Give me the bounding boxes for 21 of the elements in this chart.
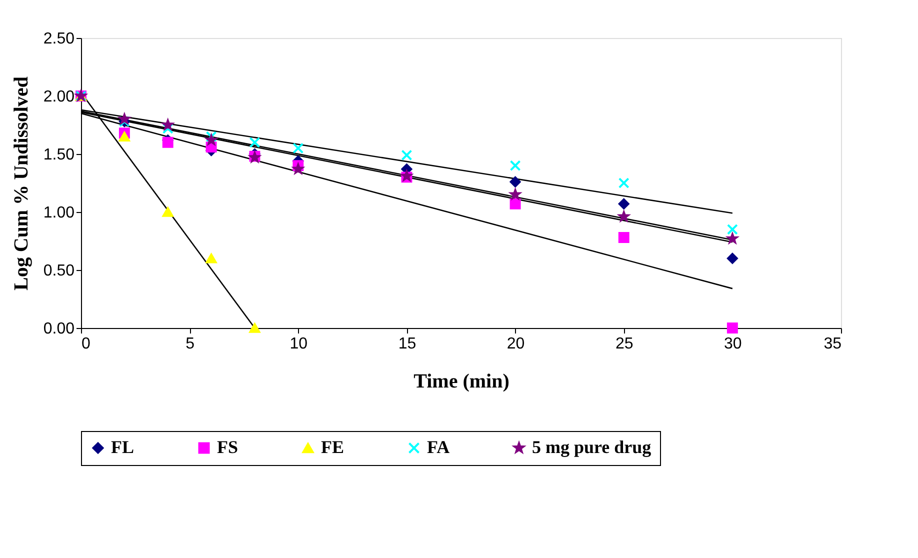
x-tick-label: 10 (290, 336, 308, 352)
y-tick-label: 1.00 (43, 204, 75, 222)
x-axis-title: Time (min) (414, 370, 510, 392)
y-tick-label: 2.00 (43, 88, 75, 106)
x-tick-label: 35 (824, 336, 842, 352)
x-tick-label: 20 (506, 336, 525, 352)
legend-label: FL (111, 437, 134, 457)
x-tick-label: 15 (398, 336, 416, 352)
x-tick-label: 5 (186, 336, 195, 352)
legend-label: 5 mg pure drug (532, 437, 652, 457)
legend-label: FE (321, 437, 344, 457)
legend-label: FA (427, 437, 450, 457)
y-tick-label: 1.50 (43, 146, 75, 164)
y-axis-title: Log Cum % Undissolved (10, 76, 32, 290)
y-tick-label: 0.50 (43, 262, 75, 280)
x-tick-label: 25 (615, 336, 634, 352)
y-tick-label: 2.50 (43, 30, 75, 48)
x-tick-label: 30 (724, 336, 742, 352)
legend-label: FS (217, 437, 238, 457)
y-tick-label: 0.00 (43, 320, 75, 338)
x-tick-label: 0 (82, 336, 90, 352)
